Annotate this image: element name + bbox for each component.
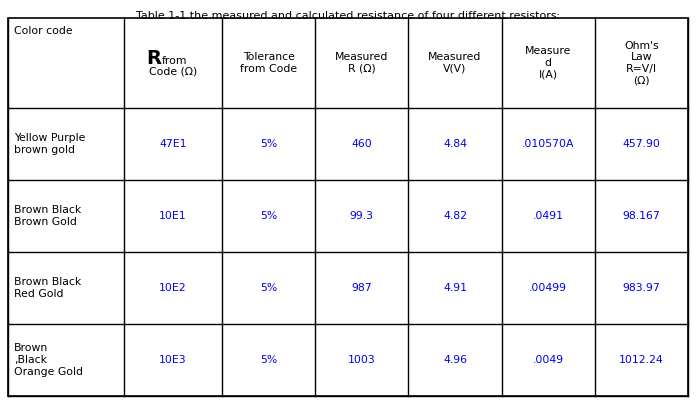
Text: Brown Gold: Brown Gold xyxy=(14,217,77,227)
Text: .010570A: .010570A xyxy=(522,139,574,149)
Text: Measure
d
I(A): Measure d I(A) xyxy=(525,46,571,80)
Text: Color code: Color code xyxy=(14,26,72,36)
Text: 4.82: 4.82 xyxy=(443,211,467,221)
Text: Brown: Brown xyxy=(14,343,48,353)
Text: Ohm's
Law
R=V/I
(Ω): Ohm's Law R=V/I (Ω) xyxy=(624,40,658,85)
Text: .00499: .00499 xyxy=(529,283,567,293)
Text: 4.91: 4.91 xyxy=(443,283,467,293)
Text: ,Black: ,Black xyxy=(14,355,47,365)
Text: from: from xyxy=(162,56,187,66)
Text: Measured
V(V): Measured V(V) xyxy=(428,52,482,74)
Text: 5%: 5% xyxy=(260,355,277,365)
Text: Tolerance
from Code: Tolerance from Code xyxy=(240,52,297,74)
Text: 10E2: 10E2 xyxy=(159,283,187,293)
Text: Yellow Purple: Yellow Purple xyxy=(14,133,86,143)
Text: 5%: 5% xyxy=(260,283,277,293)
Text: Brown Black: Brown Black xyxy=(14,205,81,215)
Text: 1003: 1003 xyxy=(348,355,376,365)
Text: 10E1: 10E1 xyxy=(159,211,187,221)
Text: 4.84: 4.84 xyxy=(443,139,467,149)
Text: Brown Black: Brown Black xyxy=(14,277,81,287)
Text: 987: 987 xyxy=(351,283,372,293)
Text: 4.96: 4.96 xyxy=(443,355,467,365)
Text: Red Gold: Red Gold xyxy=(14,289,63,299)
Text: 10E3: 10E3 xyxy=(159,355,187,365)
Text: brown gold: brown gold xyxy=(14,145,75,155)
Text: Orange Gold: Orange Gold xyxy=(14,367,83,377)
Text: .0491: .0491 xyxy=(532,211,564,221)
Text: 5%: 5% xyxy=(260,139,277,149)
Text: 98.167: 98.167 xyxy=(622,211,661,221)
Text: 983.97: 983.97 xyxy=(622,283,661,293)
Text: 5%: 5% xyxy=(260,211,277,221)
Text: 1012.24: 1012.24 xyxy=(619,355,664,365)
Text: 99.3: 99.3 xyxy=(349,211,374,221)
Text: Table 1-1 the measured and calculated resistance of four different resistors:: Table 1-1 the measured and calculated re… xyxy=(136,11,560,21)
Text: Code (Ω): Code (Ω) xyxy=(149,67,197,77)
Text: R: R xyxy=(146,50,161,69)
Text: Measured
R (Ω): Measured R (Ω) xyxy=(335,52,388,74)
Text: .0049: .0049 xyxy=(532,355,564,365)
Text: 47E1: 47E1 xyxy=(159,139,187,149)
Text: 460: 460 xyxy=(351,139,372,149)
Text: 457.90: 457.90 xyxy=(622,139,661,149)
